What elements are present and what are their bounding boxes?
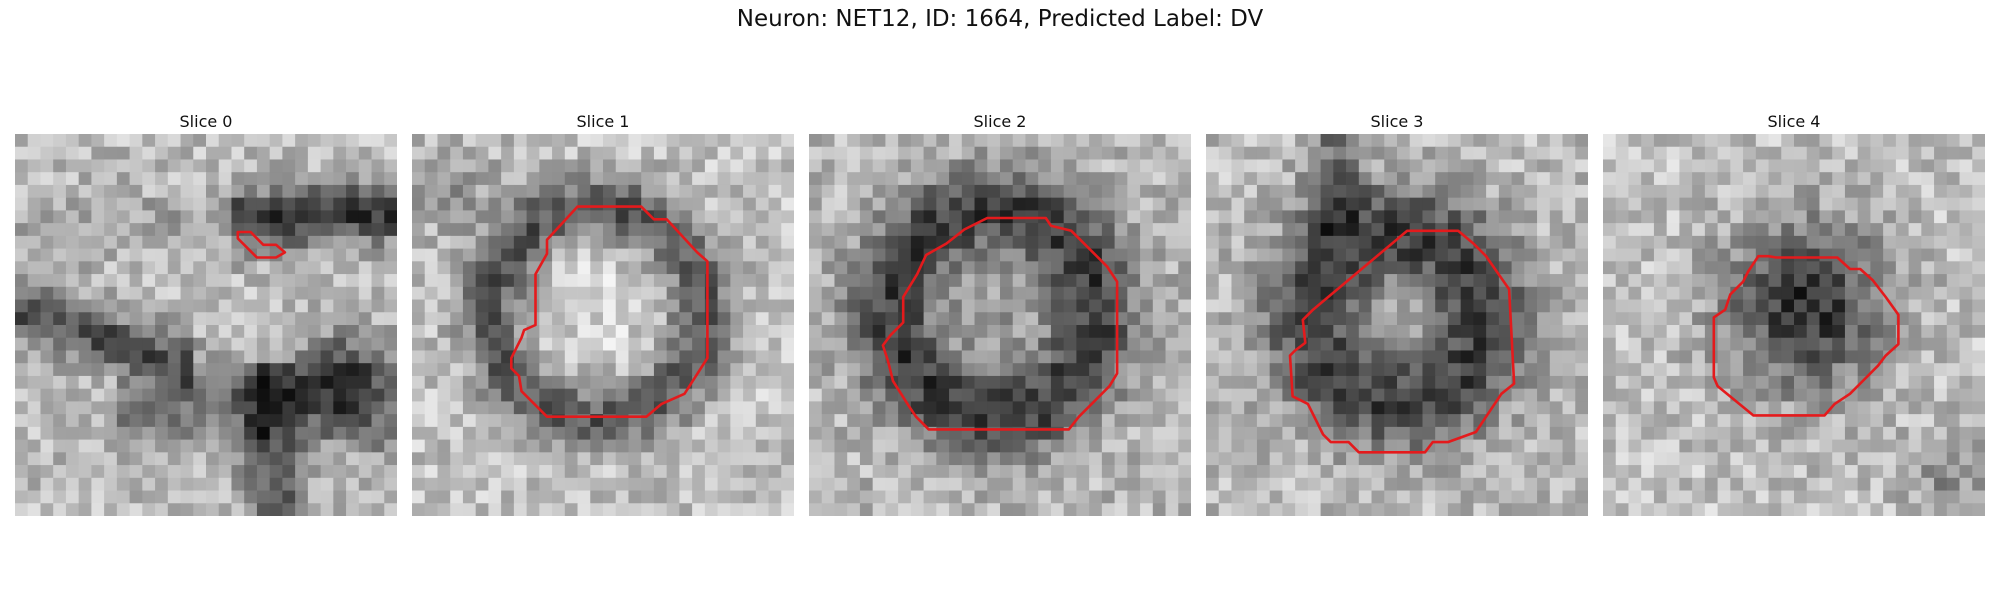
roi-contour <box>510 205 709 419</box>
slice-title: Slice 4 <box>1767 112 1821 131</box>
slice-title: Slice 2 <box>973 112 1027 131</box>
pixel-grid <box>15 134 397 516</box>
roi-contour <box>1712 254 1900 417</box>
roi-contour <box>881 216 1119 431</box>
slice-title: Slice 3 <box>1370 112 1424 131</box>
slice-title: Slice 0 <box>179 112 233 131</box>
slice-image <box>15 134 397 516</box>
slice-image <box>412 134 794 516</box>
slice-image <box>1603 134 1985 516</box>
roi-contour <box>236 230 287 259</box>
pixel-grid <box>412 134 794 516</box>
slice-image <box>809 134 1191 516</box>
slice-image <box>1206 134 1588 516</box>
pixel-grid <box>1603 134 1985 516</box>
pixel-grid <box>809 134 1191 516</box>
slice-title: Slice 1 <box>576 112 630 131</box>
roi-contour <box>1288 229 1516 454</box>
pixel-grid <box>1206 134 1588 516</box>
figure-title: Neuron: NET12, ID: 1664, Predicted Label… <box>736 6 1264 32</box>
